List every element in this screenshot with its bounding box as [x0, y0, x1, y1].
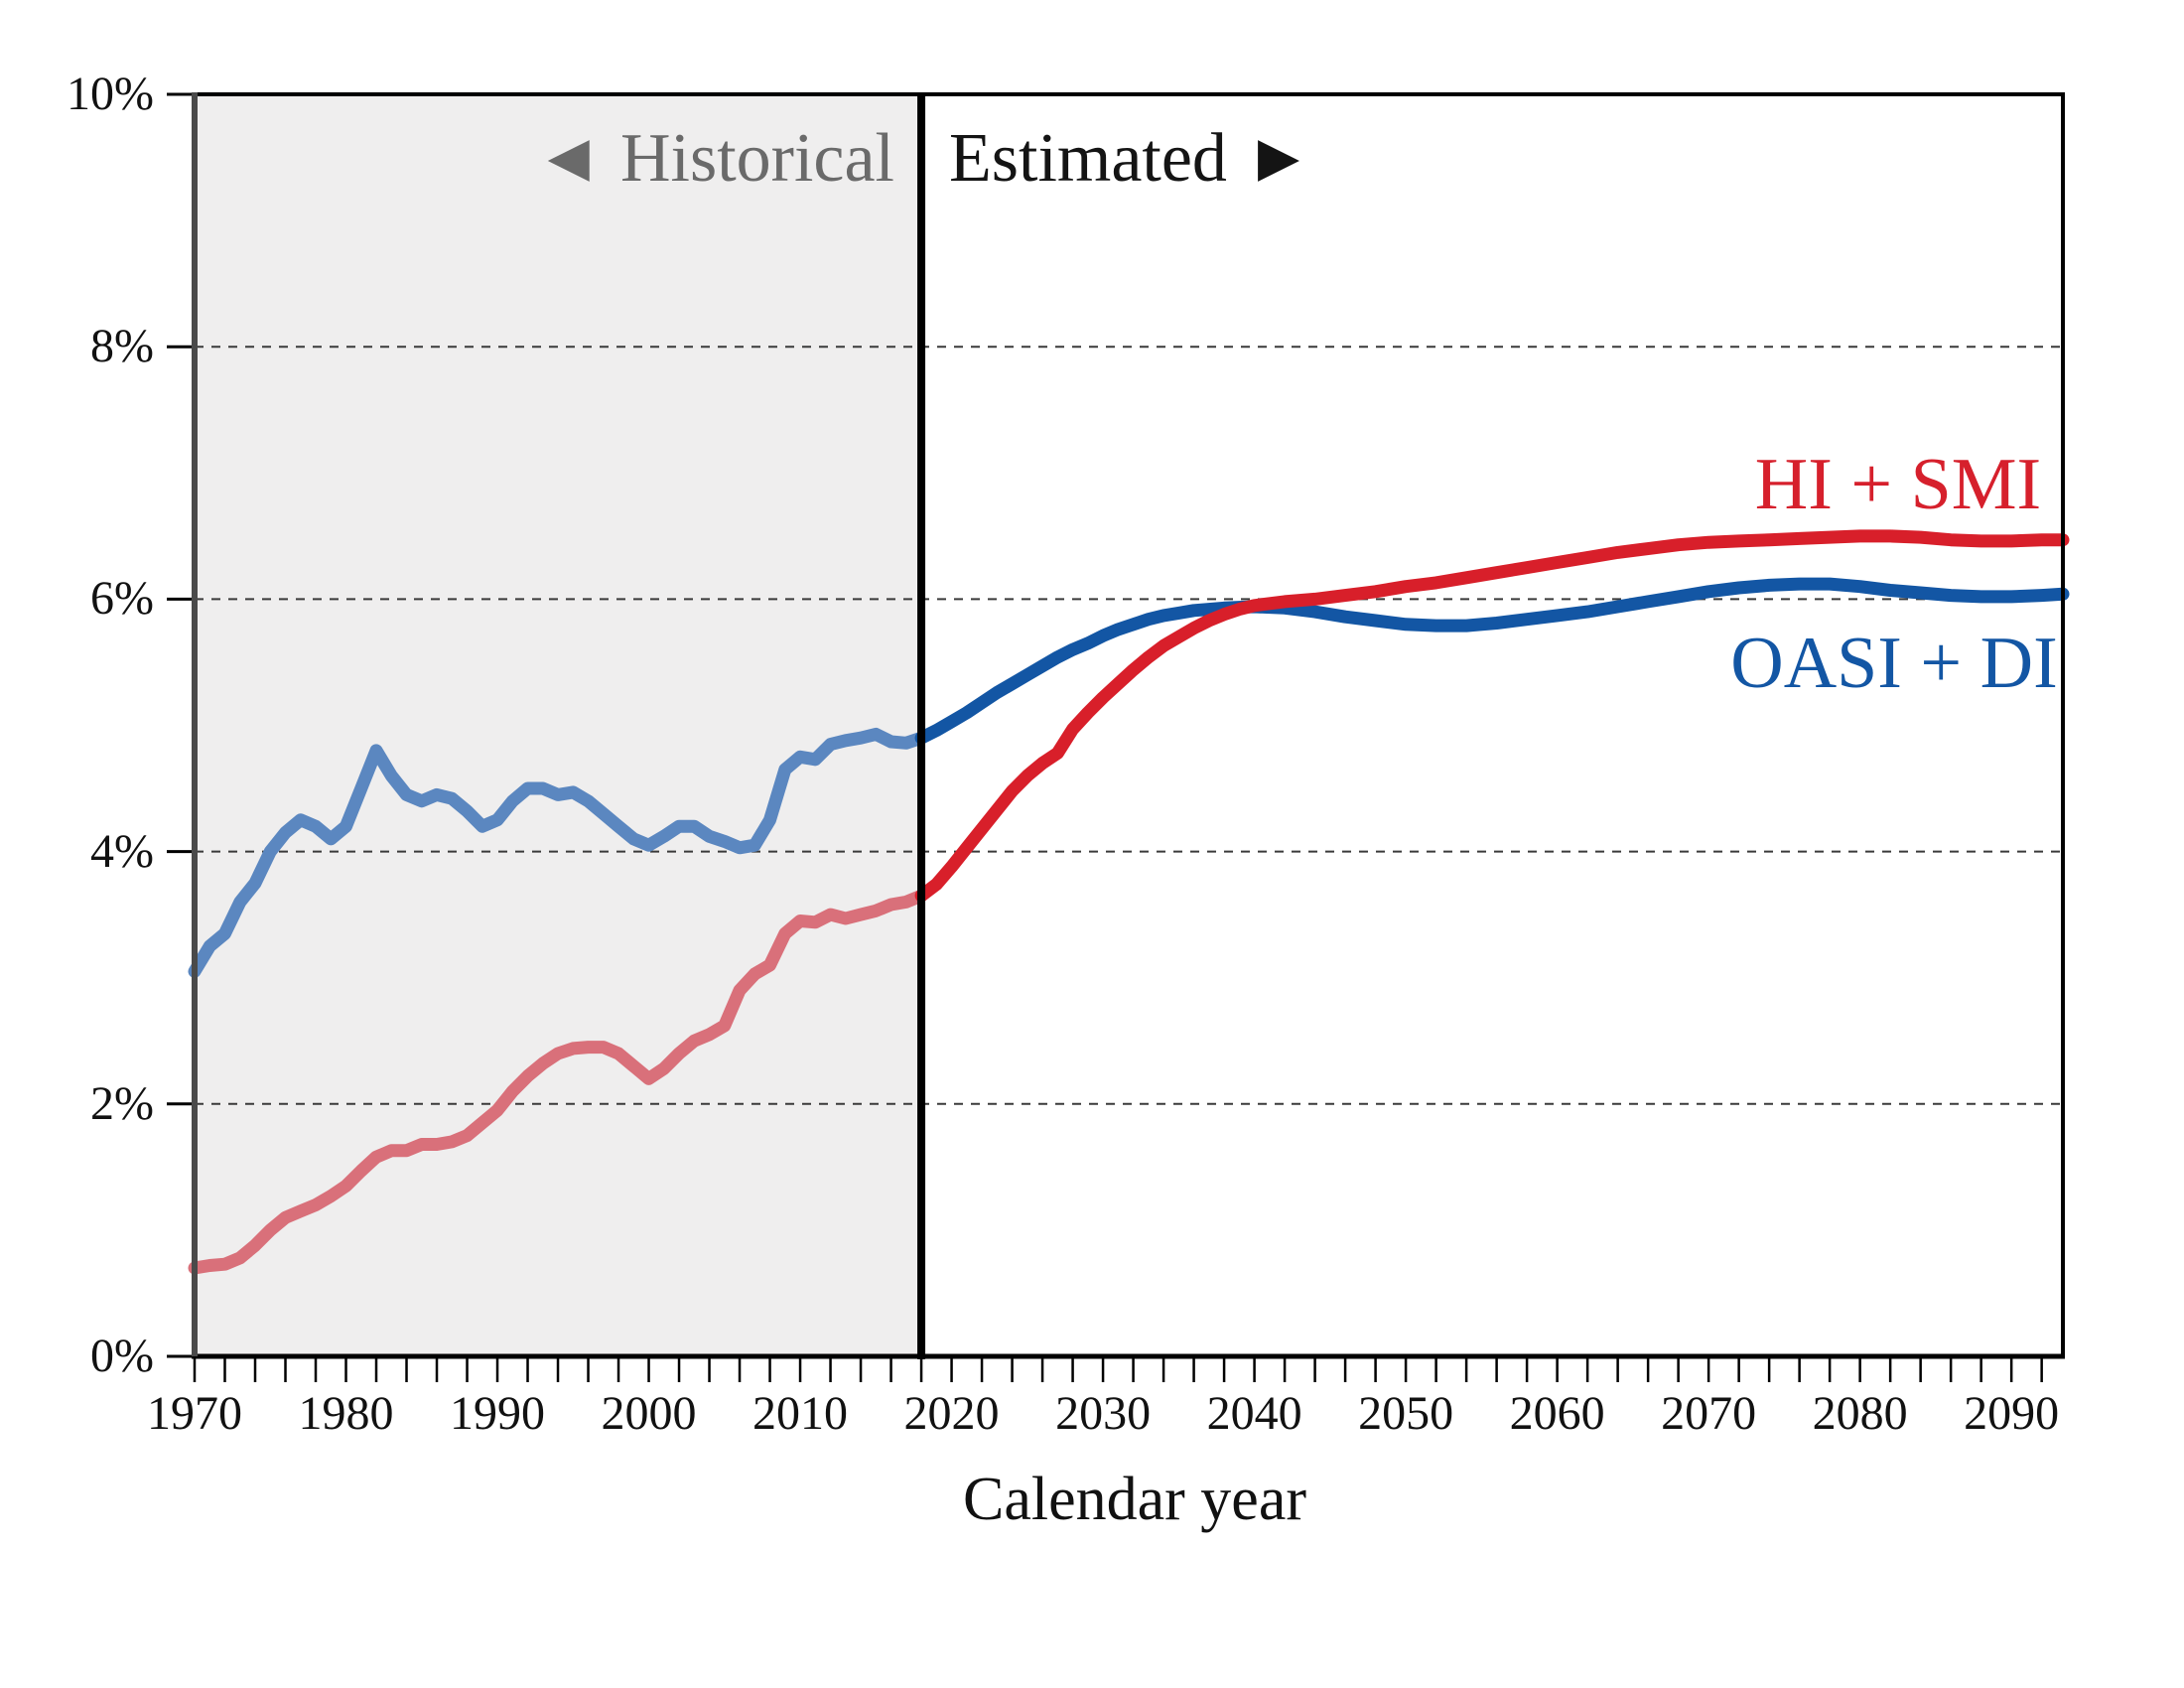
- x-axis-tick-label: 2030: [1055, 1387, 1152, 1440]
- x-axis-tick-label: 2060: [1509, 1387, 1605, 1440]
- x-axis-tick-label: 2010: [752, 1387, 849, 1440]
- y-axis-tick-label: 10%: [67, 68, 154, 120]
- x-axis-tick-label: 1990: [450, 1387, 546, 1440]
- series-line-estimated-0: [914, 577, 2070, 745]
- series-line-historical-1: [188, 889, 928, 1275]
- x-axis-tick-label: 2040: [1206, 1387, 1302, 1440]
- y-axis-tick-label: 2%: [90, 1076, 154, 1130]
- x-axis-tick-label: 2000: [601, 1387, 697, 1440]
- x-axis-tick-label: 2090: [1964, 1387, 2060, 1440]
- series-label-oasi-di: OASI + DI: [1730, 623, 2058, 704]
- x-axis-tick-label: 1980: [298, 1387, 394, 1440]
- x-axis-tick-label: 2080: [1812, 1387, 1908, 1440]
- x-axis-tick-label: 2050: [1358, 1387, 1454, 1440]
- historical-shaded-region: [195, 94, 922, 1356]
- y-axis-tick-label: 4%: [90, 824, 154, 878]
- series-label-hi-smi: HI + SMI: [1754, 444, 2042, 525]
- y-axis-tick-label: 0%: [90, 1330, 154, 1382]
- y-axis-tick-label: 6%: [90, 572, 154, 626]
- x-axis-tick-label: 2070: [1661, 1387, 1757, 1440]
- series-line-estimated-1: [914, 529, 2070, 903]
- x-axis-title: Calendar year: [963, 1466, 1306, 1533]
- x-axis-tick-label: 2020: [903, 1387, 1000, 1440]
- series-line-historical-0: [188, 727, 928, 978]
- y-axis-tick-label: 8%: [90, 320, 154, 373]
- historical-region-label: ◄ Historical: [534, 120, 894, 197]
- x-axis-tick-label: 1970: [147, 1387, 242, 1440]
- estimated-region-label: Estimated ►: [949, 120, 1313, 197]
